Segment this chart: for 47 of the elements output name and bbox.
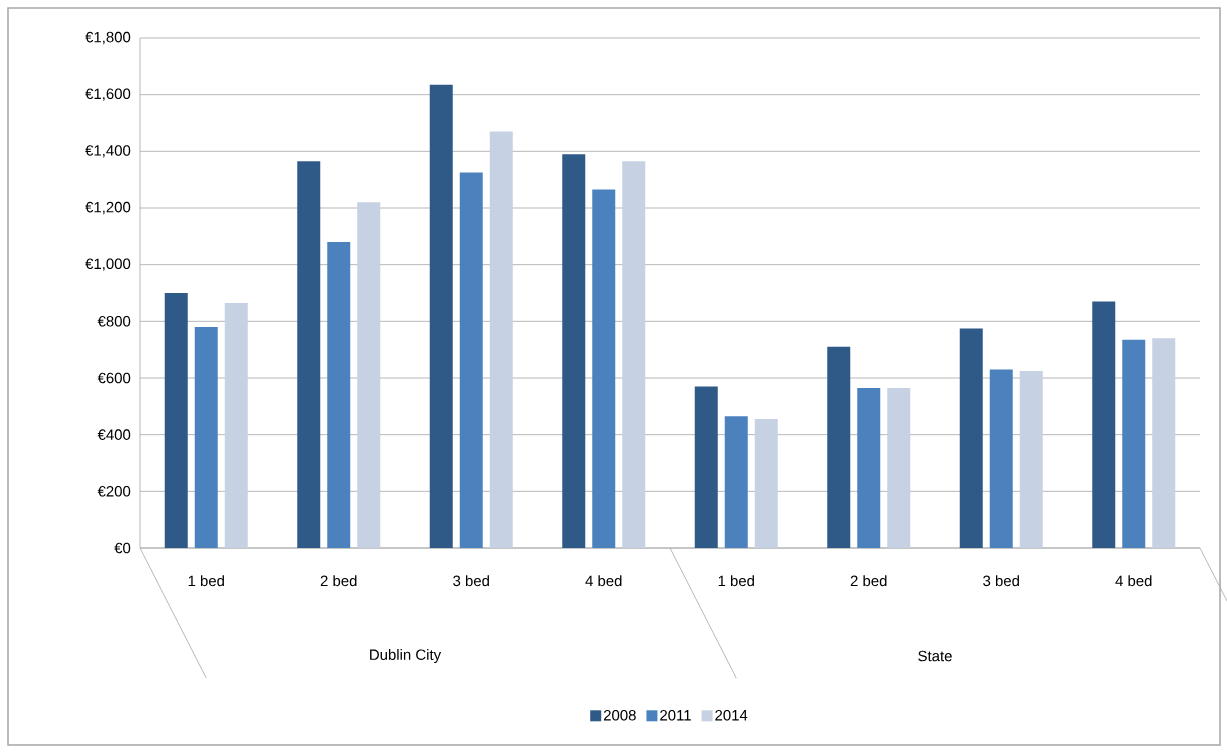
- y-tick-label: €800: [97, 316, 131, 327]
- y-tick-label: €1,600: [85, 88, 131, 101]
- x-tick-label: 4 bed: [1115, 575, 1152, 587]
- y-tick-label: €0: [114, 542, 131, 554]
- bar: [592, 189, 616, 548]
- legend-label: 2008: [603, 709, 636, 721]
- x-tick-label: 1 bed: [718, 575, 754, 587]
- bar: [857, 387, 881, 548]
- bar: [754, 419, 778, 548]
- x-tick-label: 4 bed: [585, 575, 622, 587]
- bar: [562, 154, 586, 548]
- text: State: [918, 650, 952, 662]
- y-tick-label: €1,400: [85, 145, 131, 158]
- text: Dublin City: [370, 649, 442, 663]
- bar: [327, 242, 351, 548]
- bar: [827, 346, 851, 548]
- bar: [1152, 338, 1176, 548]
- bar: [429, 84, 453, 548]
- y-tick-label: €1,000: [85, 258, 131, 271]
- y-tick-label: €1,200: [85, 201, 131, 215]
- x-tick-label: 3 bed: [983, 575, 1019, 587]
- legend-label: 2014: [715, 709, 748, 721]
- x-tick-label: 1 bed: [188, 575, 224, 587]
- bar: [959, 328, 983, 548]
- y-tick-label: €1,800: [85, 31, 131, 45]
- bar: [224, 302, 248, 548]
- bar: [164, 293, 188, 548]
- bar: [1019, 370, 1043, 548]
- bar: [459, 172, 483, 548]
- bar: [357, 202, 381, 548]
- y-tick-label: €200: [97, 486, 131, 497]
- bar: [1092, 301, 1116, 548]
- x-tick-label: 2 bed: [320, 575, 357, 587]
- bar: [887, 387, 911, 548]
- bar: [194, 327, 218, 548]
- x-tick-label: 2 bed: [850, 575, 887, 587]
- bar: [622, 161, 646, 548]
- x-tick-label: 3 bed: [453, 575, 489, 587]
- bar: [989, 369, 1013, 548]
- bar: [297, 161, 321, 548]
- bar: [489, 131, 513, 548]
- bar: [694, 386, 718, 548]
- y-tick-label: €600: [97, 372, 131, 384]
- bar: [724, 416, 748, 548]
- bar: [1122, 339, 1146, 548]
- y-tick-label: €400: [97, 429, 131, 440]
- legend-label: 2011: [660, 709, 691, 721]
